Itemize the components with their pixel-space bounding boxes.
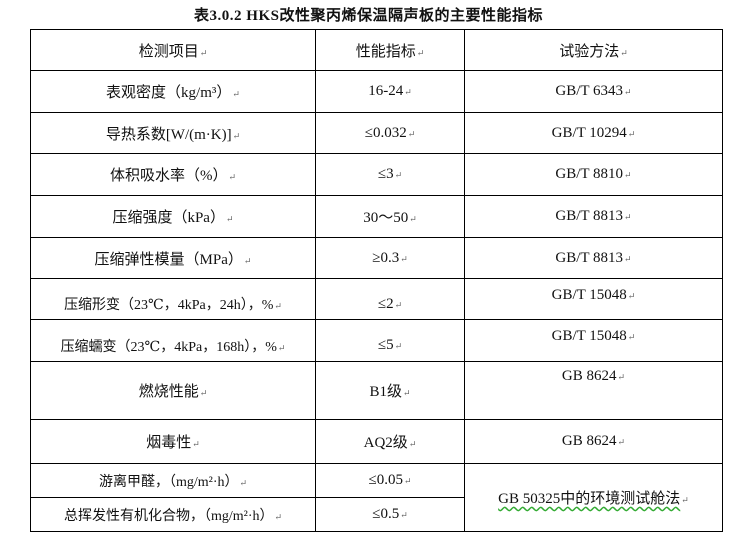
method-cell: GB/T 15048 [464, 278, 723, 320]
table-row: 表观密度（kg/m³） 16-24 GB/T 6343 [30, 70, 723, 113]
item-cell: 游离甲醛，（mg/m²·h） [30, 463, 316, 498]
table-title: 表3.0.2 HKS改性聚丙烯保温隔声板的主要性能指标 [194, 8, 543, 24]
item-cell: 体积吸水率（%） [30, 153, 316, 196]
method-cell: GB/T 8810 [464, 153, 723, 196]
table-row: 压缩形变（23℃，4kPa，24h），% ≤2 GB/T 15048 [30, 278, 723, 320]
method-cell: GB 50325中的环境测试舱法 [464, 463, 723, 532]
table-row: 压缩弹性模量（MPa） ≥0.3 GB/T 8813 [30, 237, 723, 279]
value-cell: 30～50 [315, 195, 465, 238]
value-cell: B1级 [315, 361, 465, 420]
item-cell: 压缩强度（kPa） [30, 195, 316, 238]
item-cell: 压缩蠕变（23℃，4kPa，168h），% [30, 319, 316, 362]
method-cell: GB/T 8813 [464, 237, 723, 279]
value-cell: 16-24 [315, 70, 465, 113]
performance-table: 检测项目 性能指标 试验方法 表观密度（kg/m³） 16-24 GB/T 63… [30, 29, 723, 532]
method-text: GB 50325中的环境测试舱法 [498, 491, 681, 507]
method-cell: GB/T 10294 [464, 112, 723, 154]
table-row: 总挥发性有机化合物，（mg/m²·h） ≤0.5 [30, 497, 723, 532]
item-cell: 压缩形变（23℃，4kPa，24h），% [30, 278, 316, 320]
method-cell: GB/T 8813 [464, 195, 723, 238]
table-row: 导热系数[W/(m·K)] ≤0.032 GB/T 10294 [30, 112, 723, 154]
method-cell: GB/T 6343 [464, 70, 723, 113]
table-row: 烟毒性 AQ2级 GB 8624 [30, 419, 723, 464]
method-cell: GB 8624 [464, 419, 723, 464]
item-cell: 表观密度（kg/m³） [30, 70, 316, 113]
item-cell: 导热系数[W/(m·K)] [30, 112, 316, 154]
value-cell: ≤0.5 [315, 497, 465, 532]
method-cell: GB 8624 [464, 361, 723, 420]
table-header-row: 检测项目 性能指标 试验方法 [30, 29, 723, 71]
table-row: 游离甲醛，（mg/m²·h） ≤0.05 GB 50325中的环境测试舱法 [30, 463, 723, 532]
method-cell: GB/T 15048 [464, 319, 723, 362]
item-cell: 压缩弹性模量（MPa） [30, 237, 316, 279]
header-value: 性能指标 [315, 29, 465, 71]
item-cell: 烟毒性 [30, 419, 316, 464]
value-cell: ≤2 [315, 278, 465, 320]
value-cell: ≥0.3 [315, 237, 465, 279]
item-cell: 总挥发性有机化合物，（mg/m²·h） [30, 497, 316, 532]
header-item: 检测项目 [30, 29, 316, 71]
header-method: 试验方法 [464, 29, 723, 71]
table-row: 压缩蠕变（23℃，4kPa，168h），% ≤5 GB/T 15048 [30, 319, 723, 362]
value-cell: ≤0.05 [315, 463, 465, 498]
value-cell: ≤3 [315, 153, 465, 196]
table-row: 体积吸水率（%） ≤3 GB/T 8810 [30, 153, 723, 196]
item-cell: 燃烧性能 [30, 361, 316, 420]
value-cell: AQ2级 [315, 419, 465, 464]
table-row: 燃烧性能 B1级 GB 8624 [30, 361, 723, 420]
table-row: 压缩强度（kPa） 30～50 GB/T 8813 [30, 195, 723, 238]
value-cell: ≤0.032 [315, 112, 465, 154]
value-cell: ≤5 [315, 319, 465, 362]
